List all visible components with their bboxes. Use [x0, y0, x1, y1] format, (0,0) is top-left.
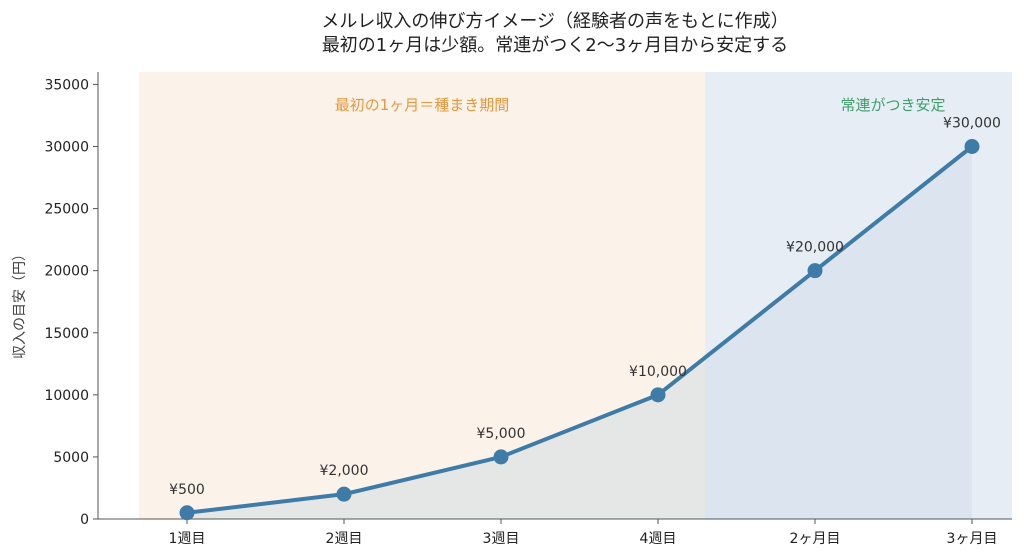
data-point — [964, 139, 980, 154]
data-label: ¥20,000 — [786, 240, 844, 256]
area-fill — [187, 146, 972, 519]
stable-period-annotation: 常連がつき安定 — [840, 96, 945, 114]
data-point — [807, 263, 823, 279]
chart-title-line1: メルレ収入の伸び方イメージ（経験者の声をもとに作成） — [321, 11, 788, 32]
y-tick-label: 15000 — [44, 326, 89, 342]
y-tick-label: 10000 — [44, 388, 89, 404]
income-line — [185, 144, 974, 515]
y-tick-label: 30000 — [44, 140, 89, 156]
data-label: ¥500 — [169, 482, 205, 498]
series-line — [185, 144, 974, 515]
y-tick-label: 5000 — [53, 450, 89, 466]
y-tick-label: 20000 — [44, 264, 89, 280]
y-axis-label: 収入の目安（円） — [12, 247, 28, 359]
seed-period-annotation: 最初の1ヶ月＝種まき期間 — [335, 96, 510, 114]
area-fill-seed — [187, 357, 705, 519]
axes: 0 5000 10000 15000 20000 25000 30000 35000 1週目 2週… — [44, 72, 1012, 547]
x-tick-label: 2ヶ月目 — [790, 531, 841, 547]
data-point — [336, 486, 352, 502]
data-label: ¥2,000 — [320, 463, 369, 479]
data-label: ¥30,000 — [943, 116, 1001, 132]
data-label: ¥5,000 — [477, 426, 526, 442]
x-tick-label: 3週目 — [483, 531, 520, 547]
y-tick-label: 35000 — [44, 77, 89, 93]
data-point — [493, 449, 509, 465]
area-fill-stable — [705, 146, 972, 519]
x-tick-label: 2週目 — [326, 531, 363, 547]
y-tick-label: 25000 — [44, 202, 89, 218]
x-tick-label: 3ヶ月目 — [947, 531, 998, 547]
x-tick-label: 1週目 — [169, 531, 206, 547]
chart-title-line2: 最初の1ヶ月は少額。常連がつく2〜3ヶ月目から安定する — [322, 35, 788, 56]
y-tick-label: 0 — [80, 512, 89, 528]
data-points — [179, 139, 980, 521]
data-point — [179, 505, 195, 521]
x-tick-label: 4週目 — [640, 531, 677, 547]
data-label: ¥10,000 — [629, 364, 687, 380]
data-point — [650, 387, 666, 403]
data-labels: ¥500 ¥2,000 ¥5,000 ¥10,000 ¥20,000 ¥30,000 — [169, 116, 1001, 498]
